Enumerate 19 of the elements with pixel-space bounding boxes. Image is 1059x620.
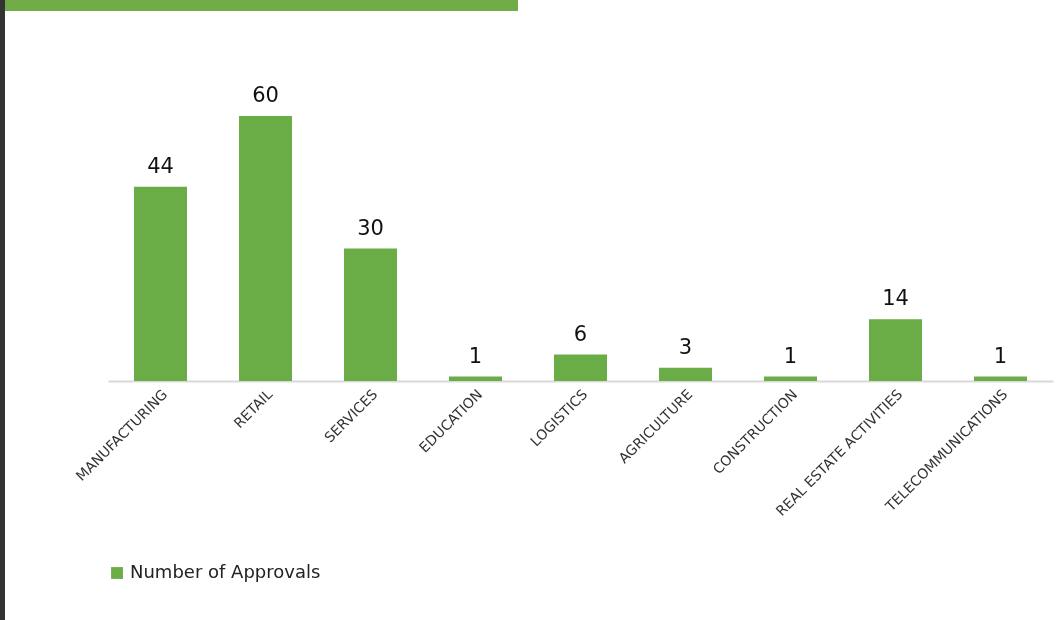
data-label: 1 [468, 343, 483, 368]
bar [554, 354, 607, 381]
bar [659, 367, 712, 381]
data-label: 1 [783, 343, 798, 368]
bar [239, 116, 292, 381]
legend-label: Number of Approvals [130, 561, 321, 582]
bar [449, 376, 502, 381]
bar [764, 376, 817, 381]
data-label: 3 [678, 334, 693, 359]
data-label: 1 [993, 343, 1008, 368]
data-label: 14 [882, 286, 909, 311]
bar [974, 376, 1027, 381]
data-label: 6 [573, 321, 588, 346]
bar [134, 186, 187, 381]
bar [344, 248, 397, 381]
data-label: 44 [147, 153, 174, 178]
data-label: 60 [252, 83, 279, 107]
bar [869, 319, 922, 381]
data-label: 30 [357, 215, 384, 240]
